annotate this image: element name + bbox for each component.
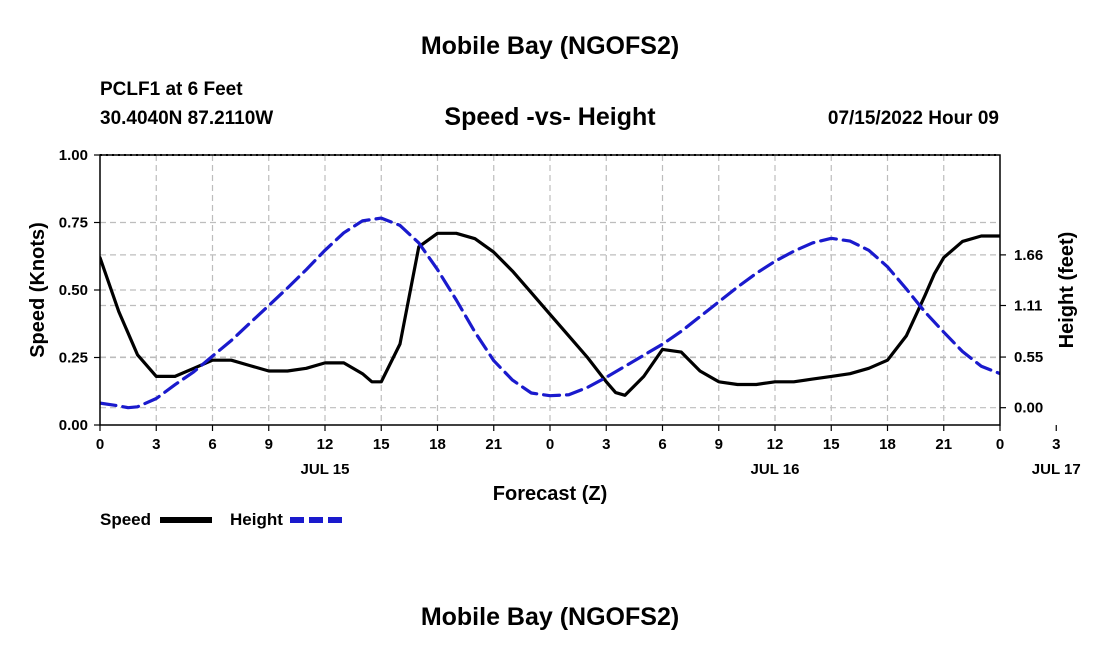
- y2-tick-label: 1.11: [1014, 298, 1042, 315]
- x-tick-label: 9: [715, 436, 723, 453]
- x-tick-label: 0: [996, 436, 1004, 453]
- date-label: JUL 17: [1032, 461, 1081, 478]
- x-tick-label: 6: [658, 436, 666, 453]
- x-tick-label: 9: [265, 436, 273, 453]
- chart-subtitle: Speed -vs- Height: [444, 103, 656, 131]
- x-tick-label: 21: [485, 436, 502, 453]
- legend: Speed Height: [100, 510, 342, 529]
- series-layer: [100, 216, 1000, 410]
- y2-tick-label: 0.00: [1014, 400, 1043, 417]
- y-tick-label: 0.75: [59, 215, 88, 232]
- x-tick-label: 0: [546, 436, 554, 453]
- grid-lines: [100, 155, 1000, 425]
- x-tick-label: 12: [767, 436, 784, 453]
- height-series-line: [100, 216, 1000, 410]
- y2-axis-label: Height (feet): [1056, 232, 1078, 349]
- speed-series-line: [100, 231, 1000, 397]
- x-axis-label: Forecast (Z): [493, 483, 607, 505]
- chart-main-title: Mobile Bay (NGOFS2): [421, 32, 679, 60]
- x-tick-label: 3: [602, 436, 610, 453]
- x-tick-label: 18: [879, 436, 896, 453]
- x-tick-label: 15: [823, 436, 840, 453]
- x-tick-label: 6: [208, 436, 216, 453]
- y-tick-label: 0.00: [59, 417, 88, 434]
- x-tick-label: 15: [373, 436, 390, 453]
- y2-tick-label: 0.55: [1014, 349, 1043, 366]
- date-label: JUL 16: [751, 461, 800, 478]
- legend-speed-label: Speed: [100, 510, 151, 529]
- date-label: JUL 15: [301, 461, 350, 478]
- x-tick-label: 3: [152, 436, 160, 453]
- x-tick-label: 18: [429, 436, 446, 453]
- axis-ticks: [94, 154, 1057, 431]
- station-coords: 30.4040N 87.2110W: [100, 108, 273, 129]
- footer-title: Mobile Bay (NGOFS2): [421, 603, 679, 631]
- legend-height-label: Height: [230, 510, 283, 529]
- x-tick-label: 0: [96, 436, 104, 453]
- x-tick-label: 12: [317, 436, 334, 453]
- x-tick-label: 3: [1052, 436, 1060, 453]
- station-label: PCLF1 at 6 Feet: [100, 79, 243, 100]
- y2-tick-label: 1.66: [1014, 247, 1043, 264]
- y-tick-label: 0.50: [59, 282, 88, 299]
- y-axis-label: Speed (Knots): [27, 222, 49, 358]
- y-tick-label: 1.00: [59, 147, 88, 164]
- y-tick-label: 0.25: [59, 350, 88, 367]
- x-tick-label: 21: [935, 436, 952, 453]
- forecast-datetime: 07/15/2022 Hour 09: [828, 108, 999, 129]
